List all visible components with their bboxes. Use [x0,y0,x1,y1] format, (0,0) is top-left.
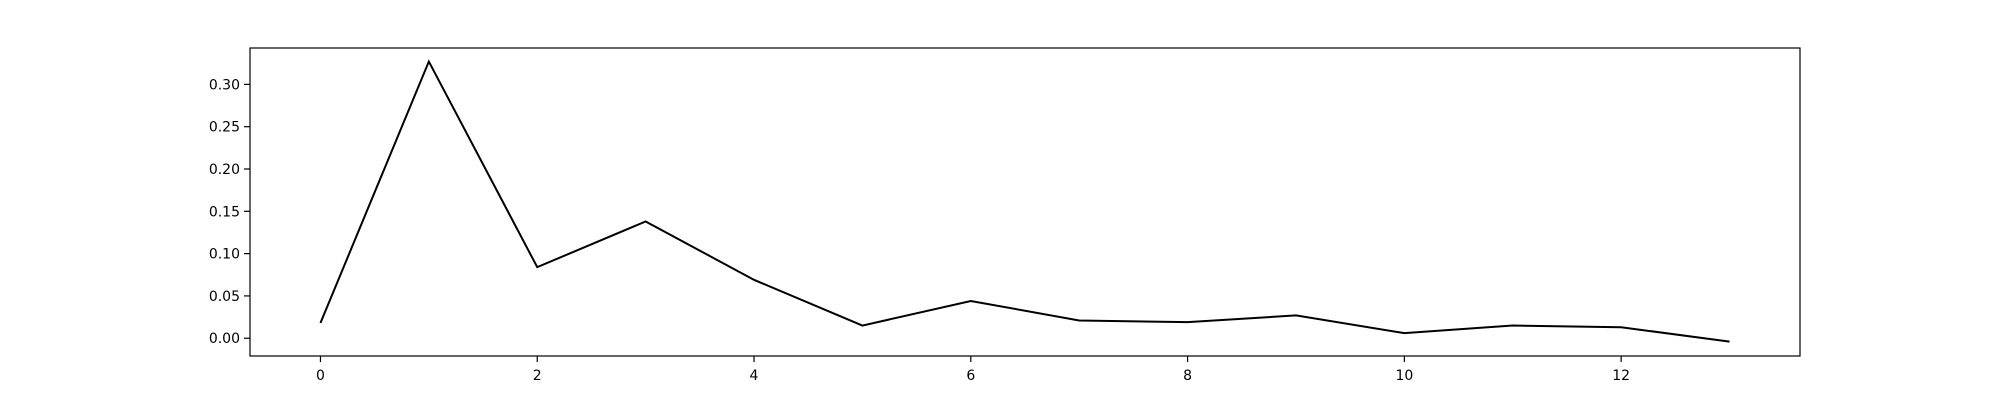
x-tick-label: 4 [750,368,759,384]
axes: 0 2 4 6 8 10 12 0.00 0.05 0.10 0.15 0.20 0.25 0.30 [209,47,1801,384]
x-tick-label: 12 [1612,368,1630,384]
y-tick-label: 0.15 [209,204,240,220]
y-tick-label: 0.00 [209,331,240,347]
y-tick-label: 0.20 [209,162,240,178]
x-tick-label: 6 [966,368,975,384]
x-tick-label: 8 [1183,368,1192,384]
plot-area [319,59,1730,343]
x-tick-label: 2 [533,368,542,384]
series-line [319,59,1730,343]
y-tick-label: 0.05 [209,289,240,305]
x-tick-label: 10 [1395,368,1413,384]
axes-frame [249,47,1801,357]
y-tick-label: 0.30 [209,77,240,93]
y-tick-label: 0.25 [209,120,240,136]
y-tick-label: 0.10 [209,247,240,263]
x-tick-label: 0 [316,368,325,384]
